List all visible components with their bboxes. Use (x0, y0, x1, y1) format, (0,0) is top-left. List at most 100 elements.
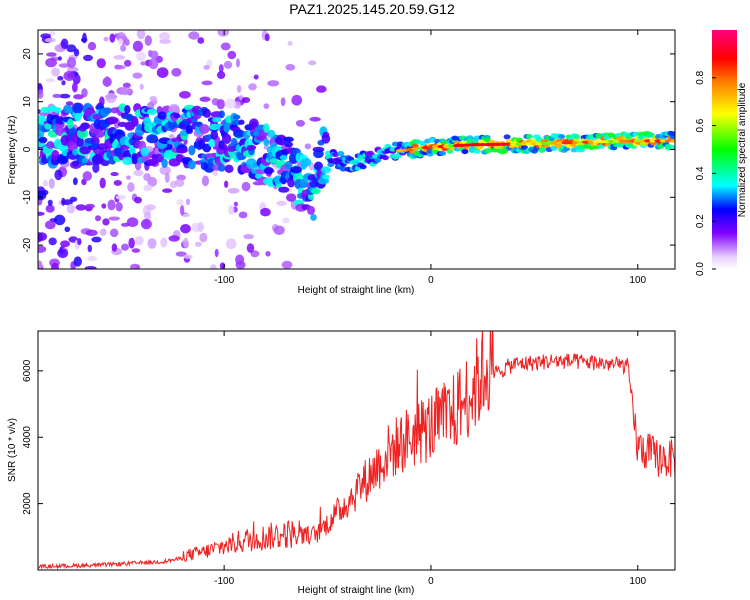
spectrogram-cell (44, 123, 52, 130)
spectrogram-cell (264, 33, 270, 42)
spectrogram-cell (118, 38, 124, 47)
spectrogram-cell (85, 203, 95, 209)
spectrogram-cell (183, 254, 193, 259)
spectrogram-cell (132, 40, 144, 52)
spectrogram-cell (164, 172, 170, 183)
spectrogram-cell (66, 118, 74, 130)
spectrogram-cell (223, 123, 230, 133)
spectrogram-cell (182, 237, 189, 248)
spectrogram-cell (248, 118, 259, 129)
spectrogram-cell (38, 211, 45, 216)
spectrogram-cell (313, 149, 324, 159)
spectrogram-cell (47, 199, 53, 206)
spectrogram-cell (280, 97, 286, 107)
spectrogram-cell (176, 147, 188, 154)
spectrogram-cell (115, 32, 127, 42)
spectrogram-cell (143, 184, 153, 192)
spectrogram-cell (285, 64, 296, 71)
spectrogram-cell (241, 97, 251, 104)
spectrogram-cell (82, 171, 93, 181)
spectrogram-cell (134, 196, 142, 204)
spectrogram-cell (391, 141, 399, 147)
spectrogram-cell (156, 67, 169, 78)
spectrogram-cell (73, 48, 80, 57)
spectrogram-cell (218, 110, 225, 119)
spectrogram-cell (103, 107, 112, 114)
spectrogram-cell (133, 169, 144, 177)
spectrogram-cell (87, 41, 97, 51)
spectrogram-cell (381, 155, 389, 161)
colorbar-label: Normalized spectral amplitude (737, 82, 748, 217)
spectrogram-cell (550, 145, 558, 151)
spectrogram-cell (171, 67, 182, 77)
spectrogram-y-label: Frequency (Hz) (7, 116, 18, 185)
spectrogram-cell (48, 31, 56, 36)
spectrogram-y-tick-label: 0 (22, 146, 33, 152)
spectrogram-cell (52, 93, 62, 98)
spectrogram-cell (94, 215, 102, 222)
spectrogram-cell (84, 266, 97, 269)
spectrogram-cell (225, 238, 237, 250)
spectrogram-cell (250, 250, 260, 258)
spectrogram-cell (187, 160, 196, 170)
spectrogram-cell (132, 72, 143, 79)
spectrogram-cell (44, 220, 56, 230)
spectrogram-cell (134, 235, 144, 246)
spectrogram-cell (38, 245, 47, 253)
spectrogram-cell (109, 228, 119, 238)
snr-x-label: Height of straight line (km) (298, 585, 415, 596)
colorbar-tick-label: 0.8 (695, 70, 706, 84)
spectrogram-cell (235, 58, 240, 68)
spectrogram-cell (71, 160, 79, 167)
spectrogram-cell (199, 232, 208, 243)
spectrogram-cell (140, 61, 147, 66)
spectrogram-cell (57, 248, 69, 258)
snr-x-tick-label: 0 (428, 576, 434, 587)
spectrogram-cell (233, 201, 239, 207)
spectrogram-cell (42, 180, 49, 187)
spectrogram-cell (40, 33, 52, 39)
spectrogram-cell (558, 134, 566, 140)
spectrogram-cell (238, 211, 248, 219)
spectrogram-cell (121, 243, 129, 251)
spectrogram-cell (126, 175, 131, 180)
spectrogram-cell (72, 177, 78, 186)
spectrogram-cell (46, 52, 57, 57)
spectrogram-cell (45, 204, 55, 213)
spectrogram-cell (224, 180, 229, 188)
spectrogram-cell (279, 154, 288, 161)
spectrogram-y-tick-label: 10 (22, 96, 33, 108)
spectrogram-cell (185, 125, 193, 133)
spectrogram-cell (162, 188, 173, 193)
spectrogram-cell (359, 164, 367, 170)
spectrogram-cell (54, 107, 62, 114)
spectrogram-cell (143, 220, 150, 227)
spectrogram-cell (136, 51, 146, 62)
spectrogram-cell (283, 136, 294, 143)
spectrogram-cell (199, 96, 211, 102)
spectrogram-cell (44, 37, 56, 43)
spectrogram-cell (669, 145, 675, 151)
spectrogram-cell (81, 157, 89, 164)
spectrogram-cell (113, 180, 122, 186)
spectrogram-cell (145, 204, 156, 211)
spectrogram-cell (99, 228, 107, 236)
spectrogram-cell (146, 158, 159, 166)
spectrogram-cell (85, 229, 98, 237)
spectrogram-cell (72, 102, 83, 114)
spectrogram-cell (260, 207, 271, 217)
spectrogram-cell (144, 35, 152, 46)
spectrogram-cell (67, 140, 79, 152)
spectrogram-cell (320, 166, 332, 174)
spectrogram-cell (308, 60, 317, 66)
spectrogram-cell (77, 128, 89, 139)
spectrogram-cell (60, 38, 69, 50)
spectrogram-cell (40, 106, 51, 114)
spectrogram-cell (174, 179, 185, 187)
spectrogram-cell (216, 71, 226, 80)
spectrogram-cell (176, 174, 186, 181)
ridge-cell (669, 139, 675, 143)
spectrogram-cell (147, 176, 158, 187)
spectrogram-cell (38, 82, 43, 92)
spectrogram-cell (203, 64, 210, 70)
